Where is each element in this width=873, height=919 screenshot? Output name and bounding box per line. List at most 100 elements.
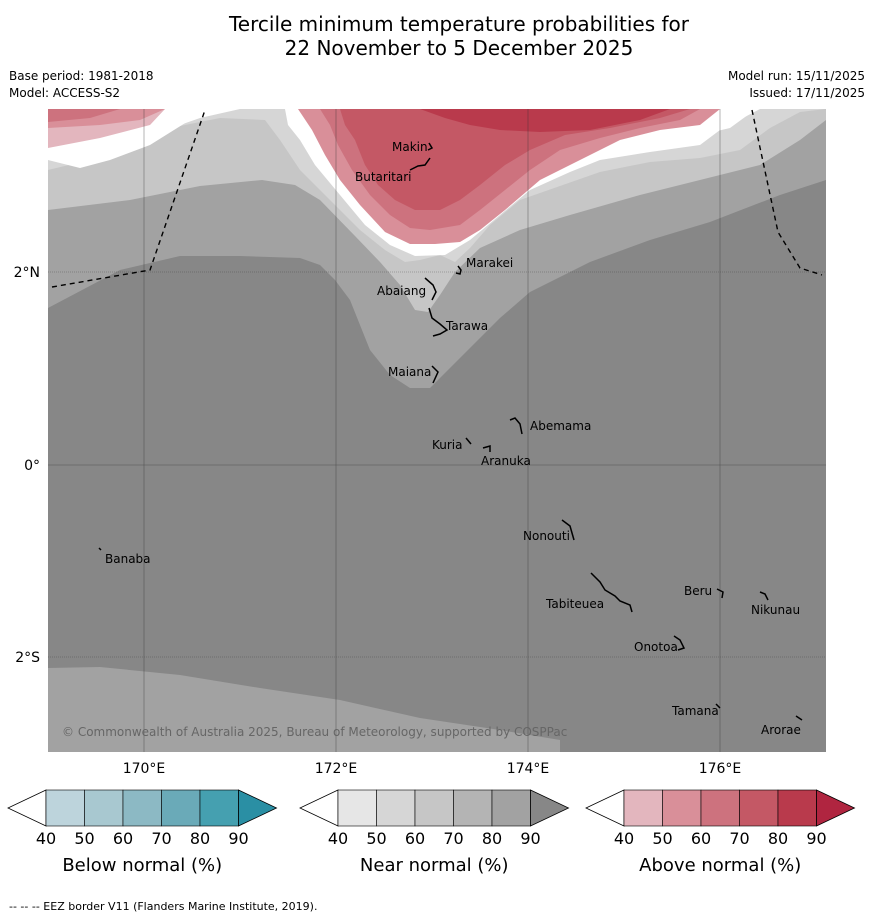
label-beru: Beru [684, 584, 712, 598]
issued-date: Issued: 17/11/2025 [749, 86, 865, 100]
eez-legend-note: -- -- -- EEZ border V11 (Flanders Marine… [9, 900, 318, 913]
below-colorbar-segment [45, 789, 85, 827]
above-colorbar-over-extend [816, 789, 856, 827]
below-colorbar-tick: 50 [74, 829, 94, 848]
near-colorbar-tick: 60 [405, 829, 425, 848]
above-colorbar-title: Above normal (%) [639, 855, 801, 876]
below-colorbar-title: Below normal (%) [62, 855, 222, 876]
map-title: Tercile minimum temperature probabilitie… [0, 12, 873, 60]
island-kuria [465, 437, 472, 445]
below-colorbar-segment [161, 789, 201, 827]
near-colorbar-segment [376, 789, 416, 827]
label-arorae: Arorae [761, 723, 801, 737]
label-nikunau: Nikunau [751, 603, 800, 617]
above-colorbar-under-extend [585, 789, 625, 827]
near-colorbar-tick: 50 [366, 829, 386, 848]
islands [98, 142, 803, 721]
island-aranuka [482, 445, 491, 452]
colorbar-near-normal: 40 50 60 70 80 90 Near normal (%) [299, 789, 570, 876]
lat-label-2n: 2°N [14, 265, 40, 281]
near-colorbar-tick: 70 [443, 829, 463, 848]
graticule [48, 109, 826, 752]
place-labels: Makin Butaritari Marakei Abaiang Tarawa … [105, 140, 801, 737]
below-colorbar-tick: 90 [228, 829, 248, 848]
below-colorbar-tick: 70 [151, 829, 171, 848]
meta-left: Base period: 1981-2018 Model: ACCESS-S2 [9, 68, 154, 102]
above-colorbar-tick: 60 [691, 829, 711, 848]
near-colorbar-tick: 80 [482, 829, 502, 848]
above-colorbar-tick: 50 [652, 829, 672, 848]
below-colorbar-over-extend [238, 789, 278, 827]
map-area[interactable]: Makin Butaritari Marakei Abaiang Tarawa … [48, 109, 826, 752]
island-beru [716, 588, 724, 599]
below-colorbar-tick: 80 [190, 829, 210, 848]
near-colorbar-segment [337, 789, 377, 827]
island-nikunau [759, 591, 769, 601]
above-colorbar-segment [777, 789, 817, 827]
near-colorbar-under-extend [299, 789, 339, 827]
colorbar-above-normal: 40 50 60 70 80 90 Above normal (%) [585, 789, 856, 876]
copyright-note: © Commonwealth of Australia 2025, Bureau… [62, 725, 567, 739]
island-tarawa [428, 307, 449, 337]
label-butaritari: Butaritari [355, 170, 412, 184]
above-normal-80-90-region [420, 109, 670, 132]
label-marakei: Marakei [466, 256, 513, 270]
island-nonouti [561, 519, 575, 541]
label-nonouti: Nonouti [523, 529, 570, 543]
near-colorbar-tick: 90 [520, 829, 540, 848]
near-colorbar-segment [453, 789, 493, 827]
island-makin [427, 142, 434, 151]
label-aranuka: Aranuka [481, 454, 531, 468]
label-abemama: Abemama [530, 419, 591, 433]
island-marakei [455, 265, 462, 275]
eez-border [51, 109, 823, 288]
lon-label-174e: 174°E [507, 761, 550, 777]
below-colorbar-tick: 40 [36, 829, 56, 848]
above-colorbar-segment [662, 789, 702, 827]
island-onotoa [673, 635, 686, 651]
above-colorbar-segment [700, 789, 740, 827]
label-kuria: Kuria [432, 438, 463, 452]
label-tabiteuea: Tabiteuea [545, 597, 604, 611]
lon-label-176e: 176°E [699, 761, 742, 777]
lon-label-172e: 172°E [315, 761, 358, 777]
label-onotoa: Onotoa [634, 640, 678, 654]
near-colorbar-tick: 40 [328, 829, 348, 848]
eez-border-east [751, 109, 823, 276]
above-colorbar-tick: 80 [768, 829, 788, 848]
above-colorbar-segment [623, 789, 663, 827]
lat-label-2s: 2°S [15, 650, 40, 666]
colorbar-below-normal: 40 50 60 70 80 90 Below normal (%) [7, 789, 278, 876]
below-colorbar-segment [199, 789, 239, 827]
model-run: Model run: 15/11/2025 [727, 69, 865, 83]
above-colorbar-tick: 70 [729, 829, 749, 848]
near-colorbar-title: Near normal (%) [360, 855, 509, 876]
island-butaritari [409, 157, 431, 171]
map-title-line1: Tercile minimum temperature probabilitie… [228, 12, 690, 36]
above-normal-70-80-region [340, 109, 690, 210]
island-tabiteuea [590, 572, 633, 613]
island-abemama [509, 417, 523, 435]
lat-axis: 2°N 0° 2°S [14, 265, 41, 666]
label-makin: Makin [392, 140, 428, 154]
above-colorbar-segment [739, 789, 779, 827]
island-arorae [795, 715, 803, 721]
island-tamana [715, 703, 721, 709]
label-tamana: Tamana [671, 704, 719, 718]
near-colorbar-over-extend [530, 789, 570, 827]
near-colorbar-segment [491, 789, 531, 827]
lon-axis: 170°E 172°E 174°E 176°E [123, 761, 742, 777]
lat-label-0: 0° [24, 458, 40, 474]
model-name: Model: ACCESS-S2 [9, 86, 121, 100]
below-colorbar-tick: 60 [113, 829, 133, 848]
near-colorbar-segment [414, 789, 454, 827]
above-colorbar-tick: 40 [614, 829, 634, 848]
lon-label-170e: 170°E [123, 761, 166, 777]
island-maiana [431, 365, 439, 384]
label-abaiang: Abaiang [377, 284, 426, 298]
label-tarawa: Tarawa [445, 319, 488, 333]
below-colorbar-segment [122, 789, 162, 827]
above-colorbar-tick: 90 [806, 829, 826, 848]
eez-border-west [51, 109, 206, 288]
